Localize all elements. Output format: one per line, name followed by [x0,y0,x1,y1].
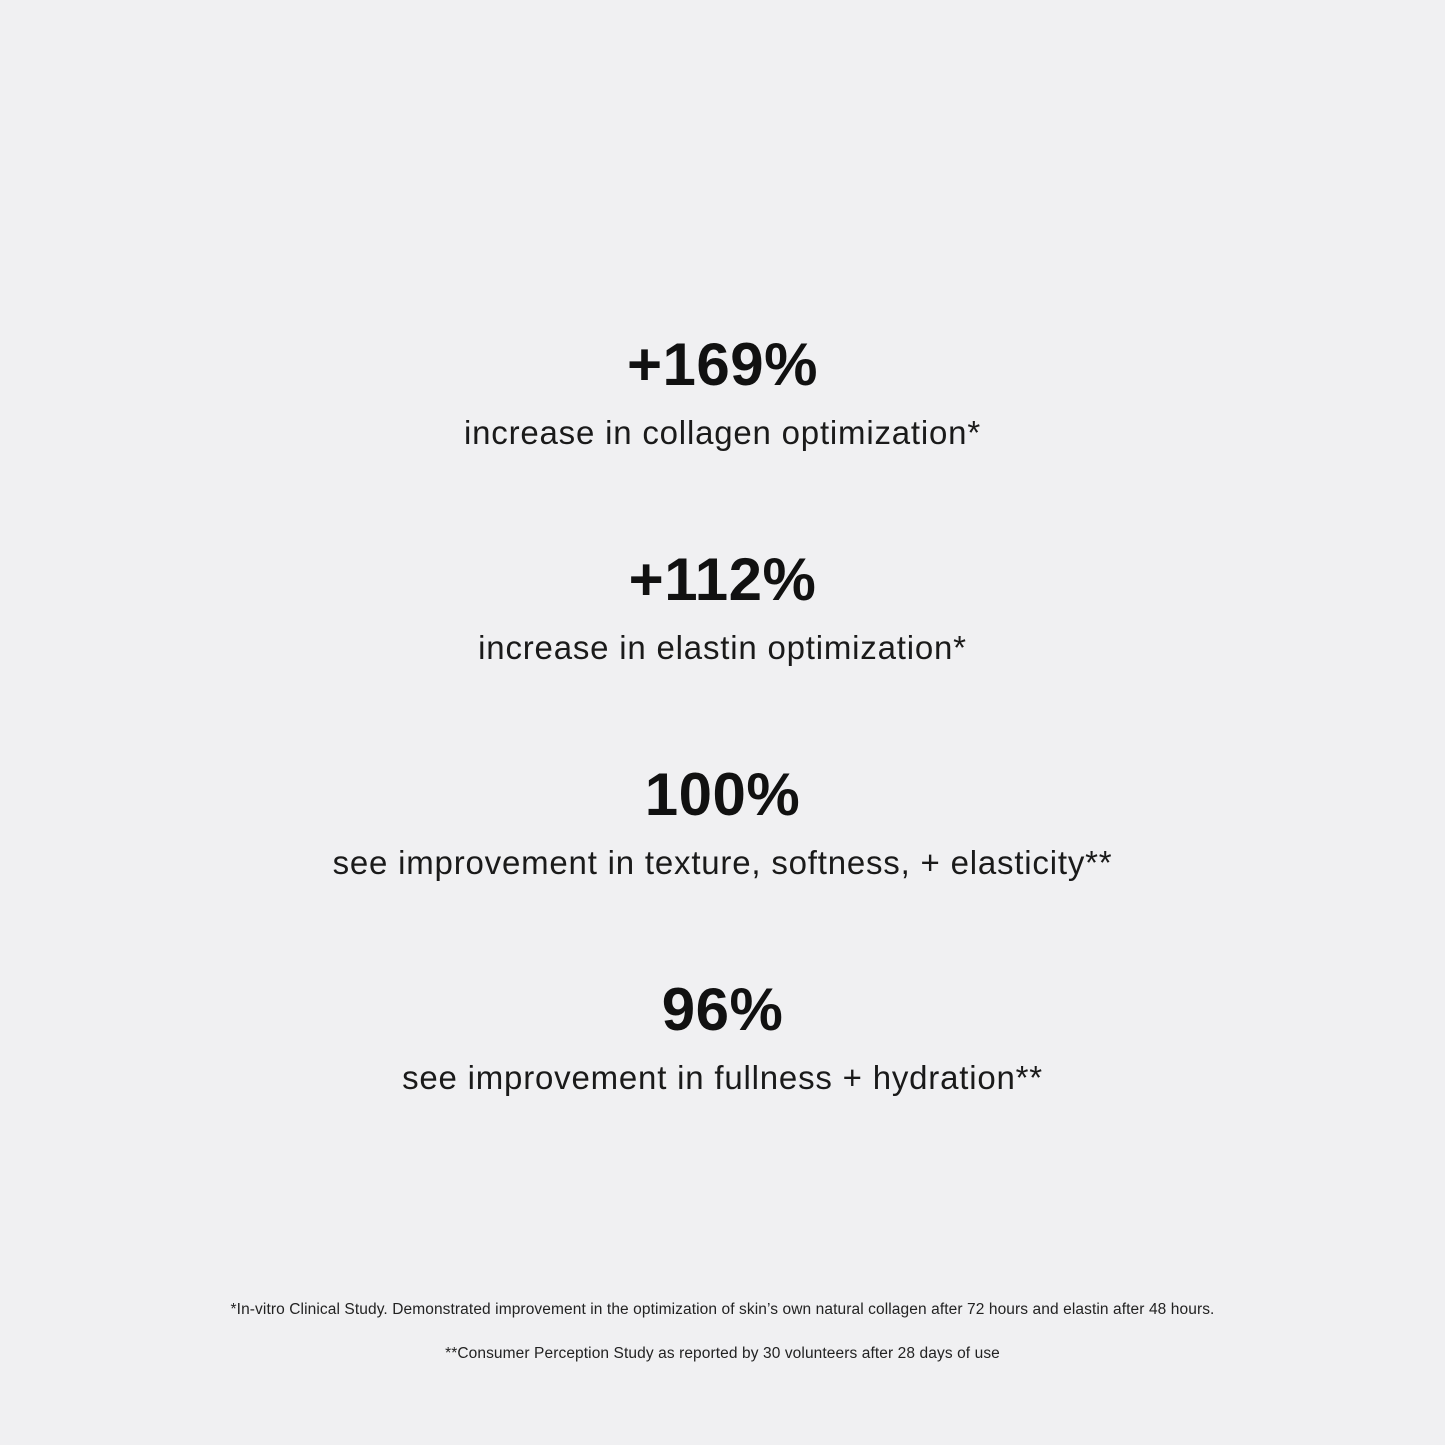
stat-description: see improvement in fullness + hydration*… [402,1059,1043,1096]
stat-value: 96% [661,976,784,1043]
stat-description: increase in collagen optimization* [464,414,981,451]
stat-hydration: 96% see improvement in fullness + hydrat… [0,980,1445,1098]
stat-value: 100% [644,761,801,828]
stat-description: see improvement in texture, softness, + … [332,844,1113,881]
stat-collagen: +169% increase in collagen optimization* [0,335,1445,453]
stat-texture: 100% see improvement in texture, softnes… [0,765,1445,883]
footnote-clinical: *In-vitro Clinical Study. Demonstrated i… [230,1301,1215,1318]
stat-elastin: +112% increase in elastin optimization* [0,550,1445,668]
stat-description: increase in elastin optimization* [478,629,967,666]
stat-value: +112% [628,546,817,613]
footnote-consumer: **Consumer Perception Study as reported … [445,1345,1000,1362]
stat-value: +169% [627,331,818,398]
